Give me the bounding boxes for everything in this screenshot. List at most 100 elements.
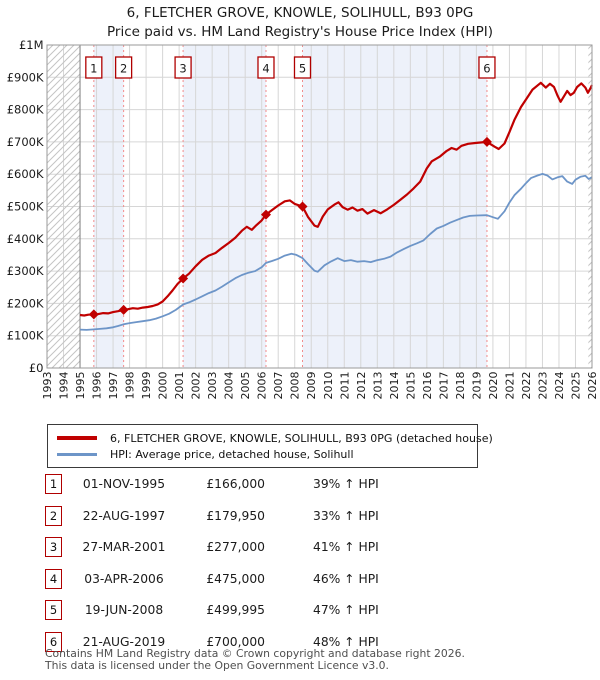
x-tick-label: 2015 [404,372,417,400]
sale-number-badge-4: 4 [45,568,62,589]
sale-vs-hpi: 47% ↑ HPI [313,603,379,617]
x-tick-label: 2012 [355,372,368,400]
sale-date: 19-JUN-2008 [84,603,164,617]
sale-price: £166,000 [206,477,265,491]
sale-flag-number-2: 2 [120,62,127,76]
sale-price: £277,000 [206,540,265,554]
sale-table-row-6: 6 21-AUG-2019 £700,000 48% ↑ HPI [45,631,595,664]
x-tick-label: 2001 [173,372,186,400]
x-tick-label: 2006 [256,372,269,400]
sale-number-badge-2: 2 [45,505,62,526]
sale-number-badge-5: 5 [45,600,62,620]
sale-flag-number-6: 6 [483,62,490,76]
y-tick-label: £0 [29,361,44,375]
x-tick-label: 2020 [487,372,500,400]
x-tick-label: 2002 [190,372,203,400]
x-tick-label: 2018 [454,372,467,400]
x-tick-label: 2023 [536,372,549,400]
sale-marker-6 [481,136,492,147]
y-tick-label: £400K [7,232,44,246]
sale-marker-5 [297,201,308,212]
sale-table-row-5: 5 19-JUN-2008 £499,995 47% ↑ HPI [45,600,595,632]
x-tick-label: 1998 [124,372,137,400]
sale-price: £475,000 [206,571,265,586]
sale-date: 27-MAR-2001 [82,540,166,554]
sale-date: 01-NOV-1995 [82,477,166,491]
legend-line-sample-blue [57,452,97,456]
x-tick-label: 2019 [470,372,483,400]
page-title: 6, FLETCHER GROVE, KNOWLE, SOLIHULL, B93… [126,5,474,21]
sale-flag-3 [174,56,192,79]
hpi-line [79,172,593,331]
hatch-region-left [47,45,81,368]
x-tick-label: 2022 [520,372,533,400]
sale-date: 22-AUG-1997 [82,508,166,523]
y-tick-label: £100K [7,329,44,343]
y-tick-label: £200K [7,296,44,310]
sale-price: £499,995 [206,603,265,617]
x-tick-label: 2009 [305,372,318,400]
legend-label-property: 6, FLETCHER GROVE, KNOWLE, SOLIHULL, B93… [110,431,493,445]
x-tick-label: 2016 [421,372,434,400]
y-tick-label: £800K [7,103,44,117]
legend-line-sample-red [57,436,97,440]
y-tick-label: £300K [7,264,44,278]
sale-number-badge-1: 1 [45,474,62,494]
x-tick-label: 2013 [371,372,384,400]
x-tick-label: 1993 [41,372,54,400]
x-tick-label: 2007 [272,372,285,400]
footer-copyright: Contains HM Land Registry data © Crown c… [45,647,465,660]
sale-marker-2 [118,304,129,315]
sale-number-badge-3: 3 [45,537,62,557]
x-tick-label: 2017 [437,372,450,400]
sale-vs-hpi: 48% ↑ HPI [313,634,379,649]
legend-label-hpi: HPI: Average price, detached house, Soli… [110,447,354,461]
price-line [79,81,593,317]
sale-flag-5 [293,56,312,79]
y-tick-label: £500K [7,200,44,214]
sale-flag-1 [85,56,103,79]
x-tick-label: 2024 [553,372,566,400]
sale-table-row-2: 2 22-AUG-1997 £179,950 33% ↑ HPI [45,505,595,538]
sale-flag-6 [478,56,496,79]
sale-vs-hpi: 33% ↑ HPI [313,508,379,523]
y-tick-label: £900K [7,70,44,84]
sale-table-row-3: 3 27-MAR-2001 £277,000 41% ↑ HPI [45,537,595,569]
sale-marker-4 [260,209,271,220]
x-tick-label: 2011 [338,372,351,400]
y-tick-label: £1M [19,38,44,52]
sale-flag-number-5: 5 [299,62,306,76]
x-tick-label: 2025 [569,372,582,400]
plot-border [46,44,593,369]
x-tick-label: 1994 [58,372,71,400]
y-tick-label: £600K [7,167,44,181]
sale-flag-number-3: 3 [179,62,186,76]
y-tick-label: £700K [7,135,44,149]
sale-vs-hpi: 39% ↑ HPI [313,477,379,491]
sale-flag-2 [114,56,133,79]
x-tick-label: 2014 [388,372,401,400]
chart-legend: 6, FLETCHER GROVE, KNOWLE, SOLIHULL, B93… [47,424,493,468]
legend-row-hpi: HPI: Average price, detached house, Soli… [57,446,473,462]
x-tick-label: 1996 [91,372,104,400]
sale-date: 03-APR-2006 [84,571,164,586]
x-tick-label: 1995 [74,372,87,400]
sale-marker-3 [178,273,189,284]
x-tick-label: 2026 [586,372,599,400]
sale-vs-hpi: 41% ↑ HPI [313,540,379,554]
x-tick-label: 2010 [322,372,335,400]
sale-vs-hpi: 46% ↑ HPI [313,571,379,586]
sale-number-badge-6: 6 [45,631,62,652]
sales-table: 1 01-NOV-1995 £166,000 39% ↑ HPI 2 22-AUG-199… [45,474,595,663]
page-subtitle: Price paid vs. HM Land Registry's House … [107,24,493,40]
hatch-region-right [588,45,592,368]
sale-price: £700,000 [206,634,265,649]
x-tick-label: 1999 [140,372,153,400]
x-tick-label: 1997 [107,372,120,400]
sale-flag-4 [257,56,275,79]
x-tick-label: 2008 [289,372,302,400]
sale-table-row-1: 1 01-NOV-1995 £166,000 39% ↑ HPI [45,474,595,506]
sale-flag-number-4: 4 [262,62,269,76]
x-tick-label: 2000 [157,372,170,400]
x-tick-label: 2003 [206,372,219,400]
